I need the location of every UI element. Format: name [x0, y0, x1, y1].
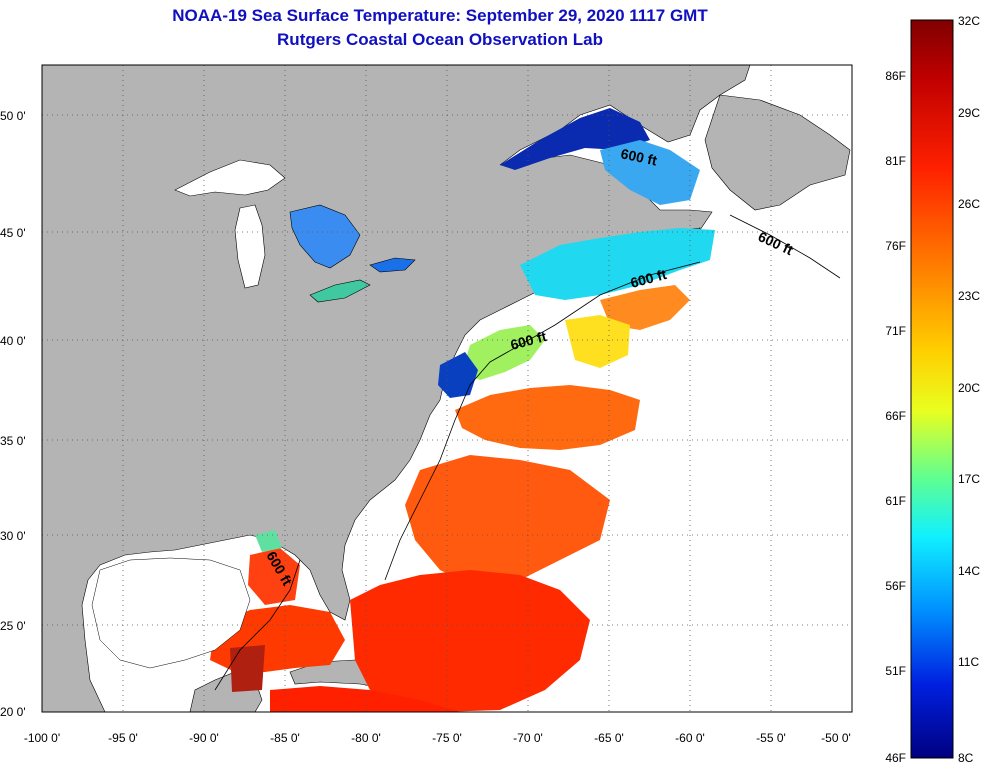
- lat-label: 45 0': [0, 226, 26, 240]
- lon-label: -50 0': [821, 731, 851, 745]
- sst-gulf-north-patch: [248, 548, 300, 605]
- colorbar-celsius-label: 32C: [958, 14, 980, 28]
- lake-superior: [174, 159, 286, 197]
- colorbar-fahrenheit-label: 71F: [885, 324, 906, 338]
- colorbar-fahrenheit-label: 66F: [885, 409, 906, 423]
- lake-michigan: [234, 204, 266, 289]
- sst-caribbean: [270, 686, 460, 712]
- colorbar-fahrenheit-label: 56F: [885, 579, 906, 593]
- lake-erie: [309, 279, 371, 303]
- lat-label: 30 0': [0, 529, 26, 543]
- contour-label: 600 ft: [619, 145, 658, 168]
- colorbar-celsius-label: 14C: [958, 564, 980, 578]
- lon-label: -70 0': [513, 731, 543, 745]
- contour-600ft: [214, 214, 841, 691]
- colorbar-celsius-label: 26C: [958, 197, 980, 211]
- map-subtitle: Rutgers Coastal Ocean Observation Lab: [277, 30, 603, 49]
- lon-label: -95 0': [108, 731, 138, 745]
- colorbar-celsius-label: 11C: [958, 655, 979, 669]
- sst-gulf-stlawrence: [600, 140, 700, 205]
- colorbar-fahrenheit-label: 46F: [885, 751, 906, 765]
- colorbar-celsius-label: 17C: [958, 472, 980, 486]
- lon-label: -55 0': [756, 731, 786, 745]
- colorbar-fahrenheit-label: 61F: [885, 494, 906, 508]
- graticule: [42, 65, 852, 712]
- lat-label: 40 0': [0, 334, 26, 348]
- lake-ontario: [369, 257, 416, 273]
- sst-sargasso: [405, 455, 610, 590]
- sst-gulf-west-dark: [230, 645, 265, 692]
- colorbar-celsius-label: 8C: [958, 751, 974, 765]
- colorbar-celsius-label: 23C: [958, 289, 980, 303]
- lake-huron: [289, 204, 361, 269]
- lat-label: 50 0': [0, 109, 26, 123]
- colorbar-fahrenheit-label: 81F: [885, 154, 906, 168]
- sst-gulf-stream: [455, 385, 640, 450]
- lat-label: 25 0': [0, 619, 26, 633]
- sst-chesapeake: [438, 352, 478, 398]
- colorbar-fahrenheit-label: 76F: [885, 239, 906, 253]
- sst-georges-yellow: [565, 315, 630, 368]
- sst-gulf-ne-cool: [255, 530, 282, 552]
- map-frame: [41, 64, 853, 713]
- lat-label: 35 0': [0, 434, 26, 448]
- lon-label: -65 0': [594, 731, 624, 745]
- sst-scotian-shelf: [600, 285, 690, 330]
- sst-gulf-maine: [520, 228, 715, 300]
- lon-label: -100 0': [24, 731, 60, 745]
- sst-mid-atlantic-shelf: [462, 325, 545, 380]
- lon-label: -90 0': [189, 731, 219, 745]
- lon-label: -80 0': [351, 731, 381, 745]
- sst-st-lawrence: [500, 108, 650, 170]
- colorbar-celsius-label: 29C: [958, 106, 980, 120]
- lon-label: -75 0': [432, 731, 462, 745]
- colorbar-celsius-label: 20C: [958, 381, 980, 395]
- lat-label: 20 0': [0, 705, 26, 719]
- gulf-nodata: [91, 557, 251, 669]
- map-title: NOAA-19 Sea Surface Temperature: Septemb…: [172, 6, 708, 25]
- sst-south-atlantic: [350, 570, 590, 712]
- lon-label: -60 0': [675, 731, 705, 745]
- colorbar-fahrenheit-label: 86F: [885, 69, 906, 83]
- land-newfoundland: [704, 94, 851, 211]
- colorbar-fahrenheit-label: 51F: [885, 664, 906, 678]
- colorbar: [910, 19, 954, 759]
- lon-label: -85 0': [270, 731, 300, 745]
